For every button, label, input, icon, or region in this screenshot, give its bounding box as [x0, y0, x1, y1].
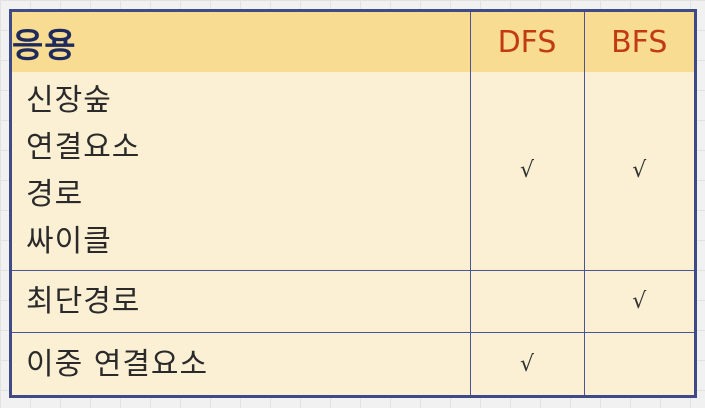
table-header-row: 응용 DFS BFS [12, 12, 694, 72]
table-row: 이중 연결요소 √ [12, 332, 694, 395]
dfs-check-cell [469, 269, 585, 334]
application-cycle: 싸이클 [26, 223, 112, 259]
header-dfs: DFS [469, 12, 585, 72]
application-biconnected-components: 이중 연결요소 [26, 346, 209, 382]
application-shortest-path: 최단경로 [26, 283, 141, 319]
application-connected-components: 연결요소 [26, 129, 141, 165]
application-cell: 이중 연결요소 [12, 332, 471, 395]
bfs-check-cell: √ [583, 72, 694, 271]
application-comparison-table: 응용 DFS BFS 신장숲 연결요소 경로 싸이클 √ √ [12, 12, 694, 395]
comparison-table-frame: 응용 DFS BFS 신장숲 연결요소 경로 싸이클 √ √ [9, 9, 697, 398]
table-row: 최단경로 √ [12, 269, 694, 334]
application-cell: 최단경로 [12, 269, 471, 334]
dfs-check-cell: √ [469, 332, 585, 395]
bfs-check-cell: √ [583, 269, 694, 334]
dfs-check-cell: √ [469, 72, 585, 271]
application-path: 경로 [26, 176, 84, 212]
table-row: 신장숲 연결요소 경로 싸이클 √ √ [12, 72, 694, 271]
header-bfs: BFS [583, 12, 694, 72]
bfs-check-cell [583, 332, 694, 395]
header-application: 응용 [12, 12, 471, 72]
application-cell: 신장숲 연결요소 경로 싸이클 [12, 72, 471, 271]
application-spanning-forest: 신장숲 [26, 82, 112, 118]
